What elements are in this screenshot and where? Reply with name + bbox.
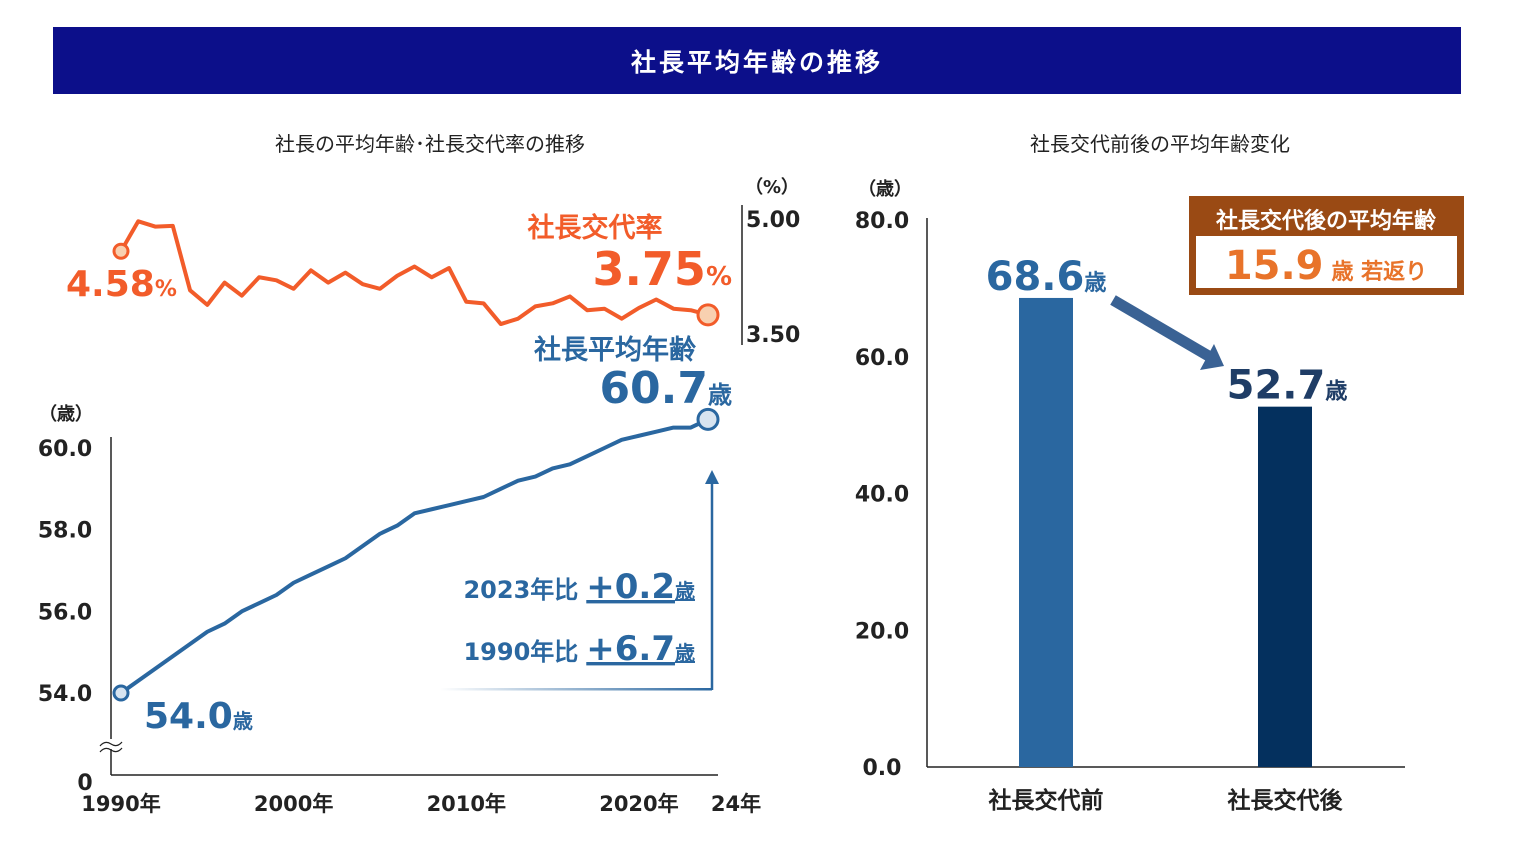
right-chart-title: 社長交代前後の平均年齢変化 [1030, 132, 1290, 156]
age-tick-label: 54.0 [38, 682, 92, 707]
bar-y-tick-label: 80.0 [855, 209, 909, 234]
callout-value: 15.9 歳 若返り [1225, 243, 1427, 289]
callout-box: 社長交代後の平均年齢 15.9 歳 若返り [1189, 196, 1464, 295]
age-line [119, 417, 709, 695]
page-title-banner: 社長平均年齢の推移 [53, 27, 1461, 94]
rate-series-label: 社長交代率 [528, 212, 663, 244]
age-end-label: 60.7歳 [599, 363, 732, 414]
age-tick-label: 58.0 [38, 519, 92, 544]
age-start-point [112, 684, 130, 702]
rate-tick-label: 5.00 [746, 208, 800, 233]
age-end-point [696, 407, 720, 431]
rate-end-label: 3.75% [592, 242, 732, 296]
bar [1258, 406, 1312, 767]
x-tick-label: 1990年 [81, 792, 160, 816]
bar [1019, 297, 1073, 767]
rate-axis-unit: （%） [745, 177, 799, 198]
axis-break-icon [99, 741, 123, 753]
rate-start-label: 4.58% [66, 264, 177, 305]
rate-tick-label: 3.50 [746, 323, 800, 348]
bar-y-tick-label: 60.0 [855, 346, 909, 371]
x-tick-label: 24年 [711, 792, 761, 816]
x-tick-label: 2010年 [427, 792, 506, 816]
bar-value-label: 68.6歳 [986, 254, 1107, 300]
bar-category-label: 社長交代後 [1228, 787, 1344, 814]
bar-y-tick-label: 20.0 [855, 619, 909, 644]
vs-2023-label: 2023年比 +0.2歳 [463, 567, 695, 607]
left-chart-title: 社長の平均年齢･社長交代率の推移 [275, 132, 585, 156]
arrow-up-icon [705, 470, 719, 484]
vs-1990-label: 1990年比 +6.7歳 [463, 629, 695, 669]
age-tick-label: 60.0 [38, 437, 92, 462]
bar-y-tick-label: 0.0 [863, 756, 902, 781]
x-tick-label: 2020年 [599, 792, 678, 816]
arrow-down-right-icon [1200, 344, 1224, 370]
age-series-label: 社長平均年齢 [534, 334, 696, 366]
age-tick-label: 0 [77, 771, 92, 796]
bar-y-tick-label: 40.0 [855, 483, 909, 508]
age-start-label: 54.0歳 [144, 696, 253, 737]
callout-title: 社長交代後の平均年齢 [1216, 208, 1437, 234]
bar-category-label: 社長交代前 [989, 787, 1104, 814]
bar-value-label: 52.7歳 [1227, 363, 1348, 409]
x-tick-label: 2000年 [254, 792, 333, 816]
age-tick-label: 56.0 [38, 600, 92, 625]
page-title: 社長平均年齢の推移 [630, 47, 883, 77]
decrease-arrow-shaft [1110, 295, 1215, 363]
rate-end-point [696, 303, 720, 327]
rate-start-point [112, 242, 130, 260]
bar-axis-unit: （歳） [858, 179, 912, 200]
rate-line [119, 219, 709, 327]
change-bracket-base [440, 688, 712, 691]
age-axis-unit: （歳） [39, 404, 93, 425]
